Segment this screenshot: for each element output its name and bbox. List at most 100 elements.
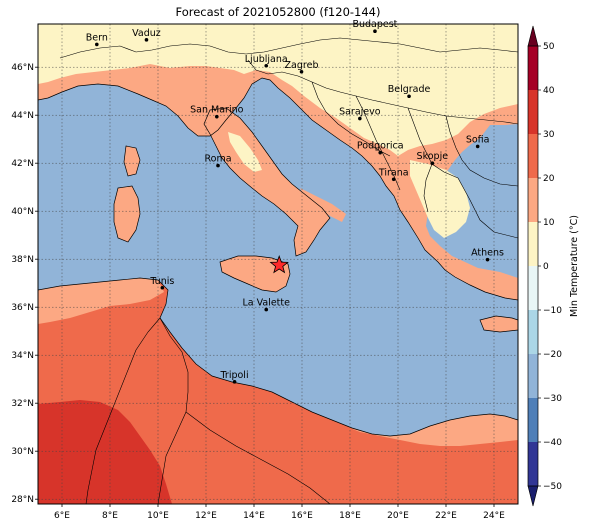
x-tick-label: 22°E: [435, 511, 457, 521]
land-sicily: [220, 256, 290, 292]
city-label: Zagreb: [285, 60, 319, 71]
city-label: Vaduz: [132, 28, 161, 39]
cool-zone-balkans: [410, 160, 470, 238]
y-tick-label: 36°N: [11, 303, 34, 313]
coastlines: [38, 77, 518, 437]
city-label: Roma: [204, 154, 231, 165]
colorbar-tick-label: 0: [543, 262, 549, 272]
x-tick-label: 18°E: [339, 511, 361, 521]
city-label: Sarajevo: [339, 107, 381, 118]
map-title: Forecast of 2021052800 (f120-144): [175, 5, 381, 19]
x-tick-label: 12°E: [195, 511, 217, 521]
colorbar-bin: [528, 354, 538, 398]
colorbar-tick-label: 10: [543, 218, 555, 228]
colorbar-tick-label: −10: [543, 306, 562, 316]
x-tick-label: 16°E: [291, 511, 313, 521]
x-tick-label: 24°E: [483, 511, 505, 521]
land-sardinia: [114, 186, 140, 242]
gridlines: [38, 24, 518, 504]
star-marker: [269, 255, 289, 274]
x-axis: 6°E 8°E 10°E 12°E 14°E 16°E 18°E 20°E 22°E 24°E: [54, 504, 505, 521]
city-label: Skopje: [417, 151, 449, 162]
city-dot: [430, 161, 435, 165]
colorbar-label: Min Temperature (°C): [569, 215, 580, 317]
colorbar-tick-label: −50: [543, 482, 562, 492]
city-dot: [373, 29, 377, 33]
city-dot: [378, 150, 383, 155]
colorbar-bin: [528, 90, 538, 134]
land-crete: [480, 316, 518, 332]
y-tick-label: 30°N: [11, 447, 34, 457]
colorbar-bin: [528, 442, 538, 486]
location-marker: [269, 255, 289, 274]
country-borders: [59, 37, 518, 504]
map-frame: [37, 23, 519, 505]
y-tick-label: 28°N: [11, 495, 34, 505]
colorbar-bin: [528, 134, 538, 178]
colorbar-tick-label: −20: [543, 350, 562, 360]
city-dot: [232, 380, 237, 384]
city-dot: [264, 63, 269, 68]
x-tick-label: 10°E: [147, 511, 169, 521]
city-label: Tripoli: [220, 370, 249, 381]
y-tick-label: 32°N: [11, 399, 34, 409]
city-label: Belgrade: [388, 84, 431, 95]
y-tick-label: 42°N: [11, 159, 34, 169]
land-apulia: [300, 188, 346, 222]
colorbar: 50 40 30 20 10 0 −10 −20 −30 −40 −50 Min Temperatur…: [527, 25, 580, 507]
city-label: Sofia: [466, 134, 490, 145]
city-dot: [160, 285, 165, 290]
y-tick-label: 40°N: [11, 207, 34, 217]
city-dot: [391, 177, 396, 182]
y-tick-label: 38°N: [11, 255, 34, 265]
city-label: Tirana: [378, 167, 409, 178]
colorbar-under-arrow: [527, 485, 539, 507]
city-label: Bern: [86, 32, 108, 43]
colorbar-bin: [528, 46, 538, 90]
y-axis: 28°N 30°N 32°N 34°N 36°N 38°N 40°N 42°N 44°N 46°N: [11, 63, 38, 505]
city-dot: [299, 69, 304, 74]
city-label: Athens: [471, 248, 504, 259]
city-dot: [95, 42, 99, 47]
colorbar-bin: [528, 266, 538, 310]
city-dot: [264, 307, 269, 312]
x-tick-label: 14°E: [243, 511, 265, 521]
african-coast-band: [38, 278, 164, 324]
colorbar-bin: [528, 222, 538, 266]
city-dot: [216, 163, 220, 168]
colorbar-bin: [528, 178, 538, 222]
city-label: La Valette: [242, 298, 290, 309]
cool-zone-apennines: [228, 132, 262, 172]
hot-region: [38, 400, 172, 504]
colorbar-tick-label: −30: [543, 394, 562, 404]
city-label: Podgorica: [357, 141, 404, 152]
city-label: San Marino: [190, 105, 243, 116]
colorbar-over-arrow: [527, 25, 539, 47]
city-dot: [485, 257, 490, 262]
city-label: Ljubljana: [245, 54, 288, 65]
y-tick-label: 34°N: [11, 351, 34, 361]
colorbar-tick-label: 30: [543, 130, 555, 140]
colorbar-tick-label: 20: [543, 174, 555, 184]
y-tick-label: 46°N: [11, 63, 34, 73]
city-dot: [144, 38, 149, 42]
eastern-coast-band: [350, 414, 518, 446]
city-label: Budapest: [352, 19, 397, 30]
colorbar-bin: [528, 310, 538, 354]
colorbar-bin: [528, 398, 538, 442]
city-dot: [475, 144, 480, 149]
city-dot: [407, 94, 411, 99]
y-tick-label: 44°N: [11, 111, 34, 121]
x-tick-label: 20°E: [387, 511, 409, 521]
land-corsica: [124, 146, 140, 176]
x-tick-label: 6°E: [54, 511, 70, 521]
city-dot: [215, 114, 219, 119]
colorbar-tick-label: −40: [543, 438, 562, 448]
colorbar-tick-label: 40: [543, 86, 555, 96]
colorbar-tick-label: 50: [543, 42, 555, 52]
city-label: Tunis: [149, 276, 174, 287]
city-dot: [358, 116, 362, 121]
x-tick-label: 8°E: [102, 511, 118, 521]
